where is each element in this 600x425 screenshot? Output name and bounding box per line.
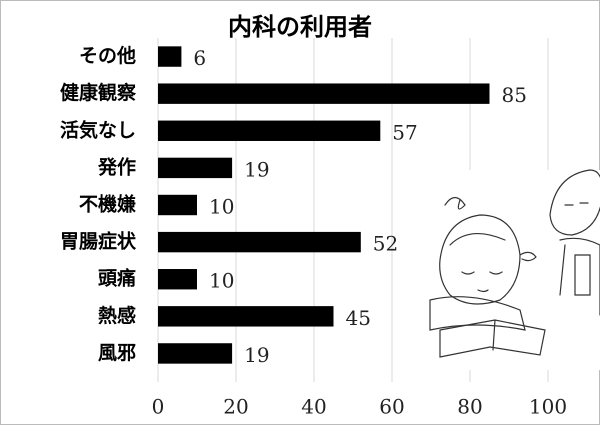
value-label: 10 — [209, 195, 234, 219]
bar — [158, 83, 490, 103]
x-tick-label: 80 — [457, 395, 482, 419]
bar — [158, 232, 361, 252]
y-tick-label: 活気なし — [60, 118, 136, 141]
y-tick-label: 熱感 — [98, 304, 136, 327]
x-tick-label: 60 — [379, 395, 404, 419]
value-label: 6 — [193, 46, 206, 70]
value-label: 57 — [392, 120, 417, 144]
y-tick-label: 発作 — [97, 155, 136, 178]
value-label: 19 — [244, 343, 269, 367]
bar — [158, 343, 232, 363]
y-tick-label: 健康観察 — [60, 81, 137, 104]
value-label: 85 — [502, 83, 527, 107]
bar — [158, 195, 197, 215]
illustration — [410, 170, 600, 370]
x-tick-label: 20 — [223, 395, 248, 419]
x-tick-label: 40 — [301, 395, 326, 419]
y-tick-label: 不機嫌 — [79, 193, 136, 216]
chart: 内科の利用者 0 20 40 60 80 100 その他 6 健康観察 85 活気なし 57 発作 19 不… — [0, 0, 600, 425]
bar — [158, 269, 197, 289]
value-label: 52 — [373, 232, 398, 256]
bar — [158, 306, 334, 326]
y-tick-label: その他 — [79, 44, 136, 67]
chart-title: 内科の利用者 — [228, 13, 372, 41]
y-tick-label: 風邪 — [98, 342, 136, 364]
x-tick-label: 0 — [152, 395, 165, 419]
value-label: 19 — [244, 157, 269, 181]
illustration-bg — [410, 170, 600, 370]
bar — [158, 46, 181, 66]
y-tick-label: 頭痛 — [98, 267, 136, 290]
bar — [158, 121, 380, 141]
y-tick-label: 胃腸症状 — [60, 230, 137, 253]
x-tick-label: 100 — [529, 395, 567, 419]
value-label: 10 — [209, 269, 234, 293]
value-label: 45 — [346, 306, 371, 330]
bar — [158, 158, 232, 178]
